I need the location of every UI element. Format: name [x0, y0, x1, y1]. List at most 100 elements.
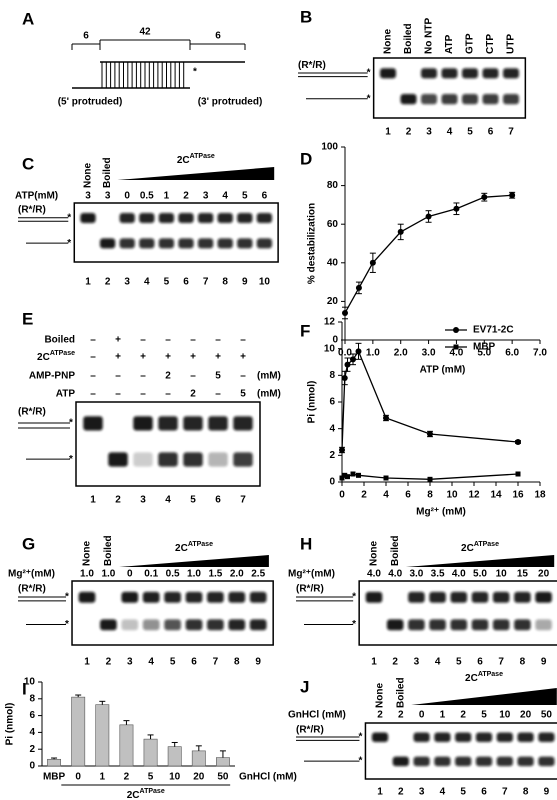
lane-number: 8: [234, 657, 240, 668]
lane-number: 1: [84, 657, 90, 668]
lane-number: 7: [240, 495, 246, 506]
gel-band: [249, 591, 267, 603]
gel-band: [535, 591, 552, 603]
gel-band: [78, 591, 96, 603]
gel-band: [517, 732, 534, 743]
gel-band: [441, 68, 458, 79]
gel: [358, 580, 557, 646]
lane-number: 1: [385, 127, 391, 138]
lane-number: 6: [183, 277, 189, 288]
lane-label: Boiled: [395, 677, 406, 708]
gel-band: [121, 591, 139, 603]
y-tick-label: 0: [29, 761, 35, 772]
point: [515, 471, 521, 477]
label: (3' protruded): [198, 97, 263, 108]
lane-number: 2: [392, 657, 398, 668]
enzyme-label: 2CATPase: [177, 153, 215, 166]
x-tick-label: 5: [148, 772, 154, 783]
enzyme-label: 2CATPase: [461, 541, 499, 554]
y-tick-label: 20: [327, 296, 339, 307]
duplex-label: (R*/R): [296, 724, 324, 735]
gel-band: [496, 732, 513, 743]
gel-band: [471, 619, 489, 631]
gel-band: [183, 416, 203, 431]
lane-label: None: [82, 541, 93, 566]
legend-marker: [453, 327, 459, 333]
y-tick-label: 6: [329, 397, 335, 408]
gel-band: [237, 238, 253, 249]
conc-value: 3.5: [431, 569, 445, 580]
conc-value: 1.0: [187, 569, 201, 580]
conc-value: 15: [517, 569, 529, 580]
lane-number: 5: [460, 787, 466, 798]
label-sup: ATPase: [188, 541, 213, 548]
conc-value: 4.0: [367, 569, 381, 580]
gel-band: [233, 416, 253, 431]
y-tick-label: 80: [327, 180, 339, 191]
conc-value: 0: [127, 569, 133, 580]
lane-number: 4: [148, 657, 154, 668]
conc-value: 3: [105, 191, 111, 202]
gel: [75, 401, 261, 487]
conc-value: 0: [419, 710, 425, 721]
bar: [167, 746, 182, 767]
lane-number: 4: [447, 127, 453, 138]
row-label: AMP-PNP: [29, 371, 75, 382]
point: [481, 194, 488, 201]
panel-letter: C: [22, 154, 34, 173]
conc-value: 1.5: [208, 569, 222, 580]
lane-label: None: [369, 541, 380, 566]
error-bar: [99, 700, 106, 705]
panel-letter: G: [22, 534, 35, 553]
cell: +: [115, 352, 121, 363]
y-tick-label: 12: [324, 317, 336, 328]
enzyme-label: 2CATPase: [465, 671, 503, 684]
gel-band: [164, 591, 181, 603]
x-axis-label: ATP (mM): [420, 365, 466, 376]
x-tick-label: 14: [490, 490, 502, 501]
lane-number: 8: [520, 657, 526, 668]
gel-band: [108, 452, 128, 467]
conc-value: 5: [481, 710, 487, 721]
x-tick-label: 6.0: [505, 348, 519, 359]
cell: –: [165, 335, 171, 346]
y-axis-label: % destabilization: [307, 203, 318, 284]
cell: –: [215, 335, 221, 346]
gel-band: [158, 213, 175, 224]
lane-number: 5: [164, 277, 170, 288]
x-tick-label: 5.0: [477, 348, 491, 359]
y-tick-label: 0: [332, 335, 338, 346]
cell: 2: [190, 389, 196, 400]
gel-band: [80, 213, 96, 224]
gel-band: [237, 213, 253, 224]
gel-band: [503, 68, 519, 79]
lane-number: 1: [377, 787, 383, 798]
point: [341, 375, 348, 381]
lane-number: 7: [213, 657, 219, 668]
x-tick-label: 8: [427, 490, 433, 501]
gel-band: [121, 619, 139, 631]
gel-band: [178, 213, 194, 224]
y-axis-label: Pi (nmol): [5, 703, 16, 746]
x-tick-label: 7.0: [533, 348, 547, 359]
x-tick-label: 16: [512, 490, 524, 501]
gel-band: [228, 591, 246, 603]
gel-band: [492, 591, 510, 603]
conc-value: 2: [398, 710, 404, 721]
point: [453, 205, 460, 212]
gel-band: [208, 416, 228, 431]
gel-band: [413, 732, 430, 743]
cell: 5: [215, 371, 221, 382]
gel-band: [429, 591, 446, 603]
gel-band: [99, 238, 116, 249]
label: *: [193, 67, 197, 78]
cell: +: [165, 352, 171, 363]
lane-number: 2: [398, 787, 404, 798]
gel-band: [185, 591, 203, 603]
cell: –: [240, 335, 246, 346]
point: [383, 415, 389, 421]
gradient-wedge: [405, 555, 555, 567]
label-sup: ATPase: [190, 153, 215, 160]
gel-band: [434, 756, 451, 767]
conc-value: 0: [124, 191, 130, 202]
